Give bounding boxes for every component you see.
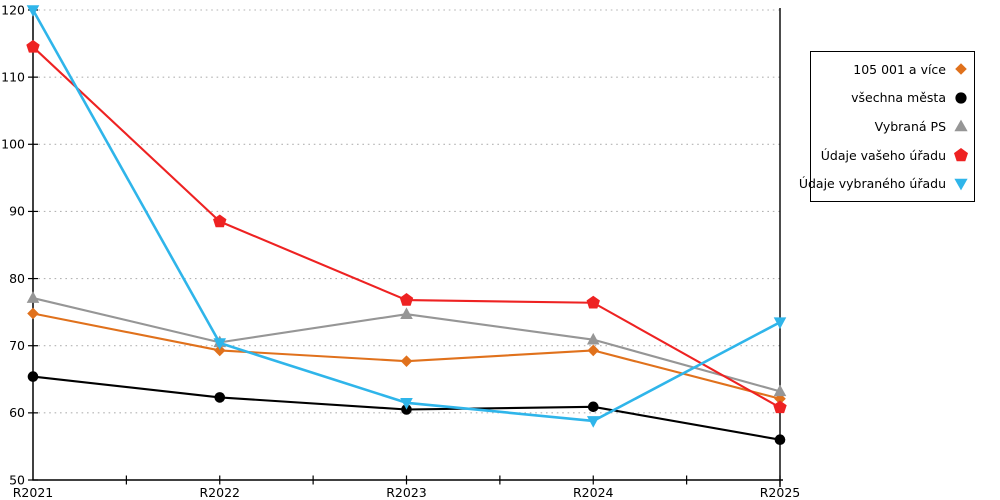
pentagon-marker-icon [954, 148, 968, 162]
x-tick-label: R2021 [13, 485, 54, 500]
diamond-marker-icon [955, 63, 967, 76]
data-point-marker [399, 293, 414, 306]
data-point-marker [213, 344, 226, 357]
data-point-marker [213, 338, 227, 350]
data-point-marker [27, 307, 39, 320]
x-tick-label: R2023 [386, 485, 427, 500]
data-point-marker [214, 392, 226, 403]
x-tick-label: R2022 [200, 485, 241, 500]
data-point-marker [586, 332, 600, 345]
data-point-marker [400, 397, 413, 410]
data-point-marker [773, 400, 787, 414]
data-point-marker [400, 355, 413, 367]
legend-label: Údaje vašeho úřadu [820, 147, 946, 163]
legend-item-vybrana-ps: Vybraná PS [811, 112, 974, 141]
data-point-marker [27, 371, 39, 382]
y-tick-label: 80 [9, 271, 25, 286]
data-point-marker [774, 434, 786, 446]
data-point-marker [587, 344, 600, 357]
data-point-marker [774, 392, 786, 405]
data-point-marker [773, 384, 787, 397]
data-point-marker [586, 295, 600, 309]
triangle-up-marker-icon [954, 120, 968, 132]
y-tick-label: 60 [9, 405, 25, 420]
data-point-marker [26, 39, 40, 53]
y-tick-label: 120 [1, 2, 25, 17]
data-point-marker [213, 214, 227, 228]
legend-label: Údaje vybraného úřadu [798, 176, 946, 192]
data-point-marker [773, 317, 787, 330]
series-line-3 [31, 45, 782, 409]
legend-label: 105 001 a více [853, 61, 946, 77]
data-point-marker [400, 307, 413, 319]
y-tick-label: 90 [9, 204, 25, 219]
circle-marker-icon [955, 92, 967, 104]
legend-item-udaje-vybraneho-uradu: Údaje vybraného úřadu [799, 169, 974, 198]
y-tick-label: 110 [1, 69, 25, 84]
legend-item-udaje-vaseho-uradu: Údaje vašeho úřadu [811, 141, 974, 170]
data-point-marker [26, 291, 40, 303]
x-tick-label: R2025 [760, 485, 801, 500]
y-tick-label: 50 [9, 472, 25, 487]
legend-item-105001-a-vice: 105 001 a více [811, 55, 974, 84]
data-point-marker [586, 416, 600, 428]
chart-legend: 105 001 a více všechna města Vybraná PS … [799, 51, 975, 202]
data-point-marker [587, 401, 599, 413]
y-tick-label: 70 [9, 338, 25, 353]
triangle-down-marker-icon [954, 178, 968, 191]
legend-item-vsechna-mesta: všechna města [811, 84, 974, 113]
legend-label: všechna města [851, 90, 946, 106]
legend-label: Vybraná PS [874, 118, 946, 134]
data-point-marker [26, 5, 40, 17]
x-tick-label: R2024 [573, 485, 614, 500]
y-tick-label: 100 [1, 137, 25, 152]
